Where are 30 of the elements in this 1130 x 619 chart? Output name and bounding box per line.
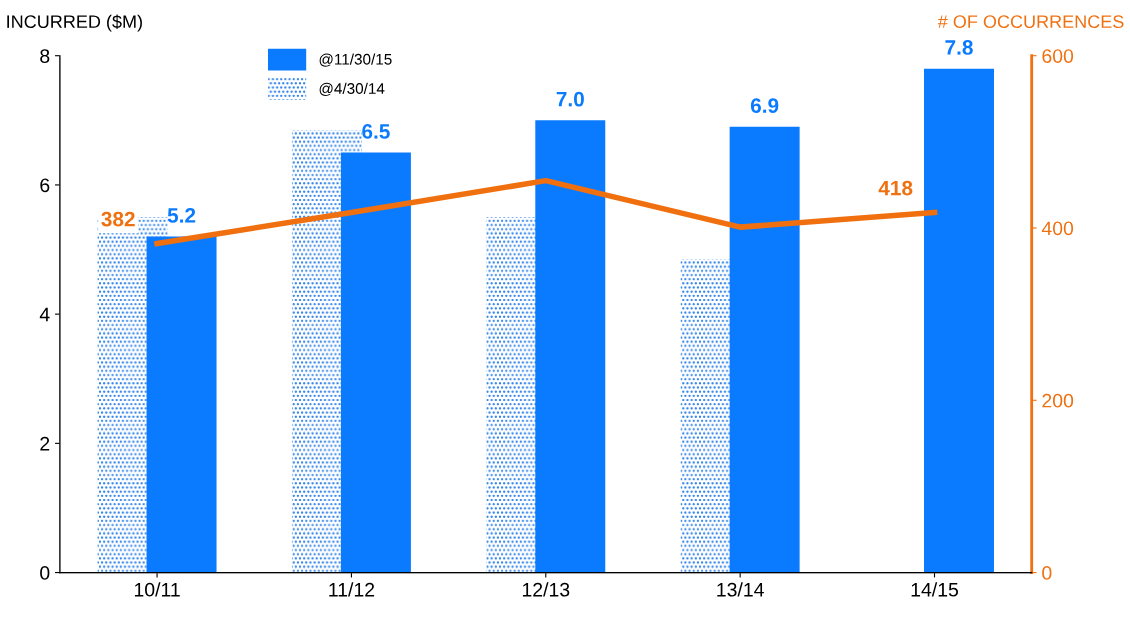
legend-label: @4/30/14 [319, 82, 385, 96]
x-tick-label: 13/14 [717, 582, 764, 597]
y2-tick-label: 400 [1041, 221, 1074, 236]
x-tick-label: 10/11 [134, 582, 180, 597]
x-tick-label: 12/13 [522, 582, 570, 597]
data-label: 5.2 [167, 208, 196, 223]
data-label: 382 [101, 211, 135, 227]
y2-axis-title: # OF OCCURRENCES [937, 15, 1124, 29]
y-tick-label: 0 [40, 566, 50, 580]
data-label: 418 [878, 180, 913, 196]
y-tick-label: 8 [40, 49, 50, 63]
bar [340, 152, 411, 573]
y-tick-label: 6 [40, 178, 50, 193]
legend-label: @11/30/15 [319, 53, 392, 67]
bar [924, 68, 994, 573]
data-label: 7.0 [556, 91, 584, 107]
x-tick-label: 14/15 [911, 582, 959, 597]
y2-tick-label: 0 [1042, 566, 1052, 580]
bar [535, 120, 606, 573]
bar [729, 126, 800, 573]
x-tick-label: 11/12 [329, 582, 375, 597]
data-label: 7.8 [945, 40, 973, 55]
bar [146, 236, 217, 573]
y2-tick-label: 200 [1042, 393, 1074, 408]
data-label: 6.9 [750, 98, 779, 113]
y-tick-label: 4 [39, 307, 50, 322]
y-axis-title: INCURRED ($M) [7, 14, 142, 32]
y-tick-label: 2 [40, 436, 50, 451]
data-label: 6.5 [362, 124, 390, 139]
y2-tick-label: 600 [1042, 49, 1074, 63]
